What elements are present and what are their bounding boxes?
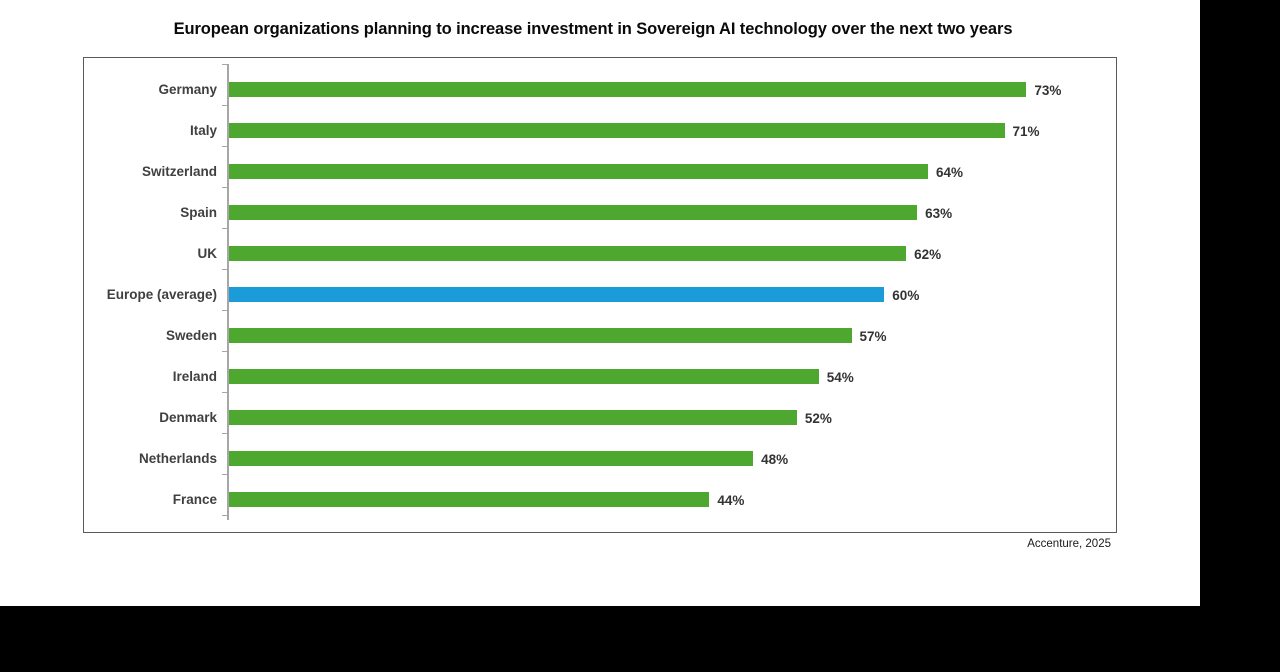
axis-tick bbox=[222, 515, 227, 516]
chart-canvas: European organizations planning to incre… bbox=[0, 0, 1200, 606]
bar[interactable] bbox=[228, 328, 852, 343]
bar-value-label: 52% bbox=[804, 411, 832, 426]
category-label: Denmark bbox=[159, 410, 217, 425]
bar-row[interactable]: Germany 73% bbox=[84, 69, 1116, 110]
axis-tick bbox=[222, 187, 227, 188]
bar-value-label: 73% bbox=[1034, 83, 1062, 98]
bar-value-label: 54% bbox=[826, 370, 854, 385]
category-label: Switzerland bbox=[141, 164, 217, 179]
bar-value-label: 62% bbox=[914, 247, 942, 262]
category-label: Europe (average) bbox=[106, 287, 217, 302]
axis-tick bbox=[222, 433, 227, 434]
bar-row[interactable]: France 44% bbox=[84, 479, 1116, 520]
category-label: Spain bbox=[180, 205, 217, 220]
category-label: Sweden bbox=[165, 328, 217, 343]
bar[interactable] bbox=[228, 246, 907, 261]
bar-row[interactable]: UK 62% bbox=[84, 233, 1116, 274]
category-label: Ireland bbox=[172, 369, 217, 384]
bar-row[interactable]: Europe (average) 60% bbox=[84, 274, 1116, 315]
bar-row[interactable]: Denmark 52% bbox=[84, 397, 1116, 438]
bar[interactable] bbox=[228, 369, 819, 384]
chart-title: European organizations planning to incre… bbox=[173, 20, 1013, 38]
bottom-letterbox-band bbox=[0, 606, 1280, 672]
bar-value-label: 71% bbox=[1012, 124, 1040, 139]
category-label: Germany bbox=[158, 82, 217, 97]
bar-value-label: 57% bbox=[859, 329, 887, 344]
bar-value-label: 44% bbox=[717, 493, 745, 508]
bar[interactable] bbox=[228, 123, 1005, 138]
axis-tick bbox=[222, 310, 227, 311]
axis-tick bbox=[222, 392, 227, 393]
bar-value-label: 64% bbox=[936, 165, 964, 180]
bar[interactable] bbox=[228, 205, 918, 220]
bar-row[interactable]: Netherlands 48% bbox=[84, 438, 1116, 479]
axis-tick bbox=[222, 228, 227, 229]
bar-value-label: 63% bbox=[925, 206, 953, 221]
bar-row[interactable]: Italy 71% bbox=[84, 110, 1116, 151]
bar-row[interactable]: Spain 63% bbox=[84, 192, 1116, 233]
bar-value-label: 48% bbox=[761, 452, 789, 467]
plot-frame: Germany 73% Italy 71% Switzerland 64% Spain 63%… bbox=[83, 57, 1117, 533]
bar-row[interactable]: Switzerland 64% bbox=[84, 151, 1116, 192]
category-label: Netherlands bbox=[138, 451, 217, 466]
axis-tick bbox=[222, 64, 227, 65]
category-axis-line bbox=[227, 64, 229, 520]
bar-value-label: 60% bbox=[892, 288, 920, 303]
plot-area: Germany 73% Italy 71% Switzerland 64% Spain 63%… bbox=[84, 58, 1116, 532]
category-label: France bbox=[172, 492, 217, 507]
axis-tick bbox=[222, 269, 227, 270]
axis-tick bbox=[222, 146, 227, 147]
axis-tick bbox=[222, 351, 227, 352]
axis-tick bbox=[222, 105, 227, 106]
category-label: Italy bbox=[189, 123, 217, 138]
bar-highlighted[interactable] bbox=[228, 287, 885, 302]
bar-row[interactable]: Ireland 54% bbox=[84, 356, 1116, 397]
bar[interactable] bbox=[228, 492, 710, 507]
bar[interactable] bbox=[228, 410, 797, 425]
bar-row[interactable]: Sweden 57% bbox=[84, 315, 1116, 356]
bar[interactable] bbox=[228, 164, 929, 179]
bar[interactable] bbox=[228, 82, 1027, 97]
source-attribution: Accenture, 2025 bbox=[1027, 538, 1111, 550]
axis-tick bbox=[222, 474, 227, 475]
bar[interactable] bbox=[228, 451, 754, 466]
right-letterbox-band bbox=[1200, 0, 1280, 672]
category-label: UK bbox=[197, 246, 218, 261]
